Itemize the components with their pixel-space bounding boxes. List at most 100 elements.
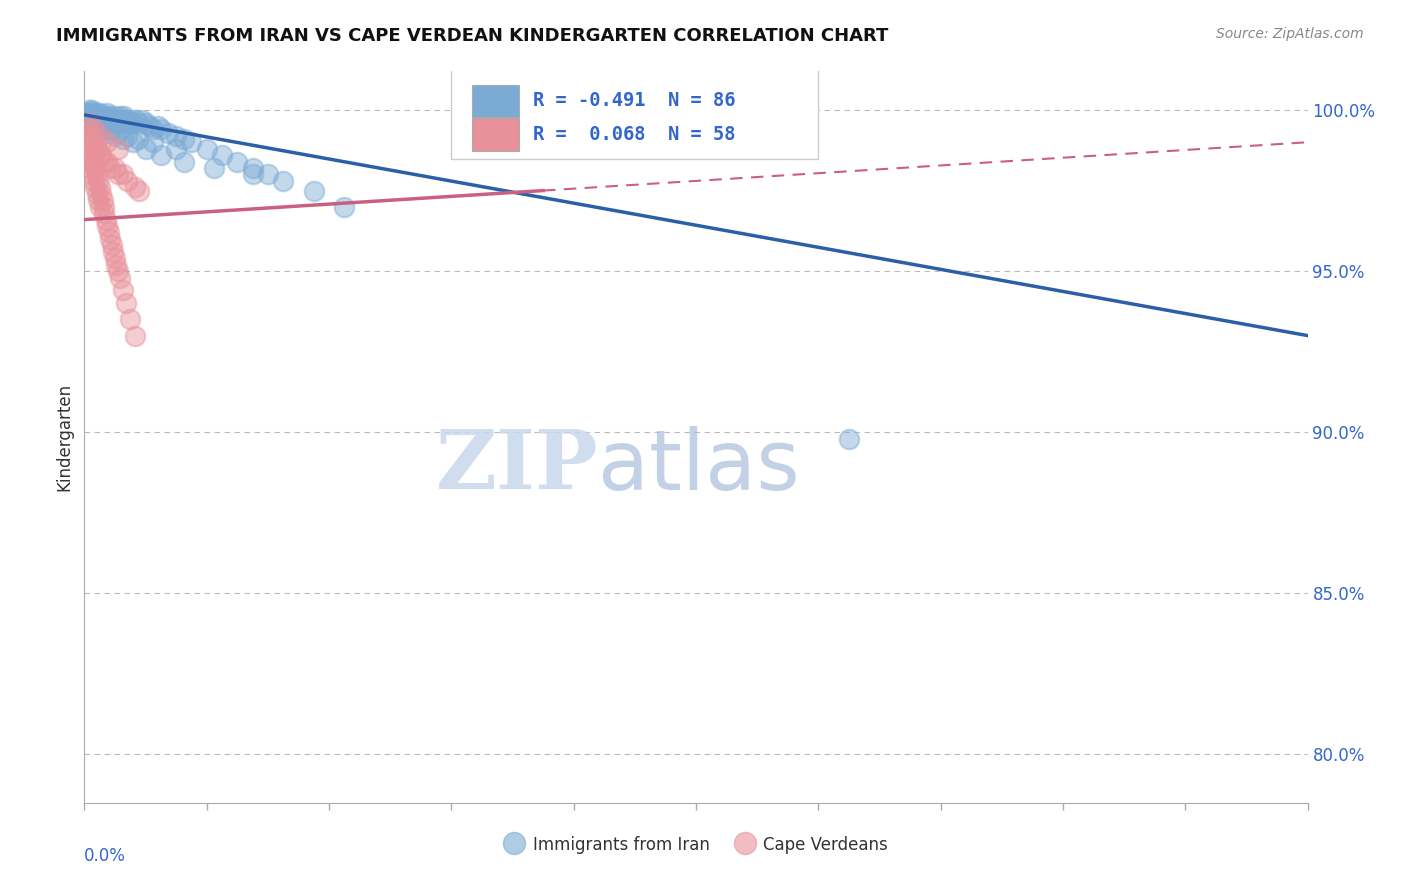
Point: [104, 128, 127, 143]
Point: [111, 132, 134, 146]
Point: [120, 312, 142, 326]
Point: [86, 168, 108, 182]
Point: [96, 116, 118, 130]
Point: [93, 154, 115, 169]
Point: [86, 106, 108, 120]
Point: [86, 186, 108, 201]
Point: [91, 193, 114, 207]
FancyBboxPatch shape: [451, 68, 818, 159]
Point: [76, 106, 98, 120]
Point: [101, 116, 124, 130]
Point: [80, 110, 103, 124]
Text: Source: ZipAtlas.com: Source: ZipAtlas.com: [1216, 27, 1364, 41]
Point: [111, 168, 134, 182]
Point: [91, 116, 114, 130]
Point: [202, 161, 225, 175]
Text: atlas: atlas: [598, 425, 800, 507]
Point: [838, 432, 860, 446]
Point: [105, 258, 128, 272]
Point: [111, 112, 134, 127]
Point: [86, 142, 108, 156]
Point: [107, 168, 129, 182]
Point: [115, 116, 138, 130]
Point: [135, 116, 157, 130]
Point: [80, 135, 103, 149]
Point: [257, 168, 280, 182]
Point: [80, 112, 103, 127]
Point: [79, 142, 101, 156]
Point: [124, 328, 146, 343]
Point: [124, 180, 146, 194]
Point: [87, 112, 110, 127]
Point: [104, 161, 127, 175]
Point: [103, 112, 125, 127]
Point: [79, 106, 101, 120]
Point: [89, 106, 111, 120]
Point: [333, 200, 356, 214]
Point: [195, 142, 218, 156]
Point: [105, 116, 128, 130]
Point: [149, 122, 172, 136]
Point: [87, 174, 110, 188]
Point: [86, 116, 108, 130]
Point: [77, 110, 100, 124]
Point: [93, 200, 115, 214]
Point: [83, 106, 105, 120]
Point: [97, 226, 120, 240]
Text: 0.0%: 0.0%: [84, 847, 127, 864]
Point: [242, 161, 264, 175]
Point: [302, 184, 325, 198]
Point: [90, 148, 112, 162]
Point: [96, 106, 118, 120]
Point: [98, 110, 121, 124]
Point: [76, 122, 98, 136]
Point: [86, 116, 108, 130]
Point: [89, 200, 111, 214]
Point: [93, 119, 115, 133]
Text: R = -0.491  N = 86: R = -0.491 N = 86: [533, 91, 735, 111]
Point: [149, 148, 172, 162]
Point: [111, 284, 134, 298]
Point: [97, 112, 120, 127]
Point: [107, 264, 129, 278]
Point: [107, 112, 129, 127]
Point: [108, 110, 131, 124]
Point: [108, 270, 131, 285]
Point: [97, 126, 120, 140]
Point: [83, 154, 105, 169]
Point: [83, 135, 105, 149]
Point: [83, 122, 105, 136]
Point: [127, 132, 149, 146]
Point: [101, 238, 124, 252]
Point: [77, 116, 100, 130]
Point: [131, 112, 153, 127]
Point: [79, 110, 101, 124]
Point: [120, 112, 142, 127]
Point: [94, 212, 117, 227]
Point: [89, 116, 111, 130]
Point: [83, 174, 105, 188]
Point: [146, 119, 169, 133]
Point: [271, 174, 294, 188]
Point: [84, 180, 107, 194]
Point: [165, 128, 187, 143]
Text: IMMIGRANTS FROM IRAN VS CAPE VERDEAN KINDERGARTEN CORRELATION CHART: IMMIGRANTS FROM IRAN VS CAPE VERDEAN KIN…: [56, 27, 889, 45]
Point: [83, 116, 105, 130]
Point: [122, 135, 145, 149]
Point: [84, 161, 107, 175]
Point: [91, 110, 114, 124]
Point: [79, 112, 101, 127]
Point: [242, 168, 264, 182]
Point: [96, 219, 118, 233]
Point: [77, 103, 100, 117]
Point: [114, 112, 136, 127]
Legend: Immigrants from Iran, Cape Verdeans: Immigrants from Iran, Cape Verdeans: [498, 829, 894, 860]
Point: [87, 116, 110, 130]
Text: ZIP: ZIP: [436, 426, 598, 507]
Point: [77, 154, 100, 169]
Point: [96, 135, 118, 149]
Point: [77, 128, 100, 143]
Y-axis label: Kindergarten: Kindergarten: [55, 383, 73, 491]
Point: [125, 112, 148, 127]
Point: [80, 168, 103, 182]
